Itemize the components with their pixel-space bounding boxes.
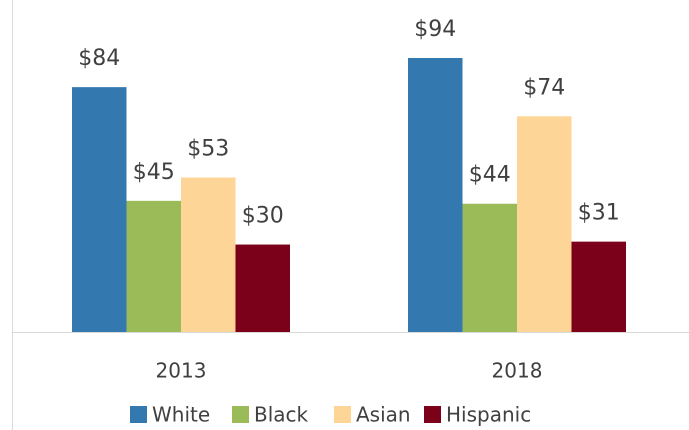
data-label: $74: [523, 75, 565, 100]
legend-label: Hispanic: [446, 403, 531, 427]
data-label: $31: [578, 201, 620, 226]
legend-label: Asian: [356, 403, 411, 427]
legend-swatch: [232, 406, 249, 423]
x-tick-label: 2013: [156, 359, 207, 383]
bar: [408, 57, 463, 333]
bar: [517, 116, 572, 332]
bar: [462, 203, 517, 332]
legend-label: White: [152, 403, 210, 427]
data-label: $84: [78, 46, 120, 71]
bar: [72, 87, 127, 332]
x-tick-label: 2018: [492, 359, 543, 383]
data-label: $30: [242, 204, 284, 229]
bar: [181, 177, 236, 332]
data-label: $53: [187, 137, 229, 162]
data-label: $44: [469, 163, 511, 188]
bar: [235, 244, 290, 332]
data-label: $94: [414, 17, 456, 42]
bar: [126, 200, 181, 332]
bar: [571, 241, 626, 332]
legend-label: Black: [254, 403, 309, 427]
data-label: $45: [133, 160, 175, 185]
legend-swatch: [130, 406, 147, 423]
legend-swatch: [424, 406, 441, 423]
legend-swatch: [334, 406, 351, 423]
